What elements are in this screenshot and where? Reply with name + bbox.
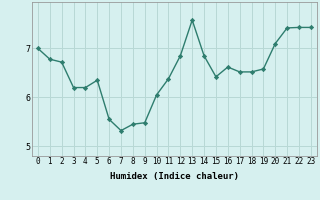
X-axis label: Humidex (Indice chaleur): Humidex (Indice chaleur) xyxy=(110,172,239,181)
